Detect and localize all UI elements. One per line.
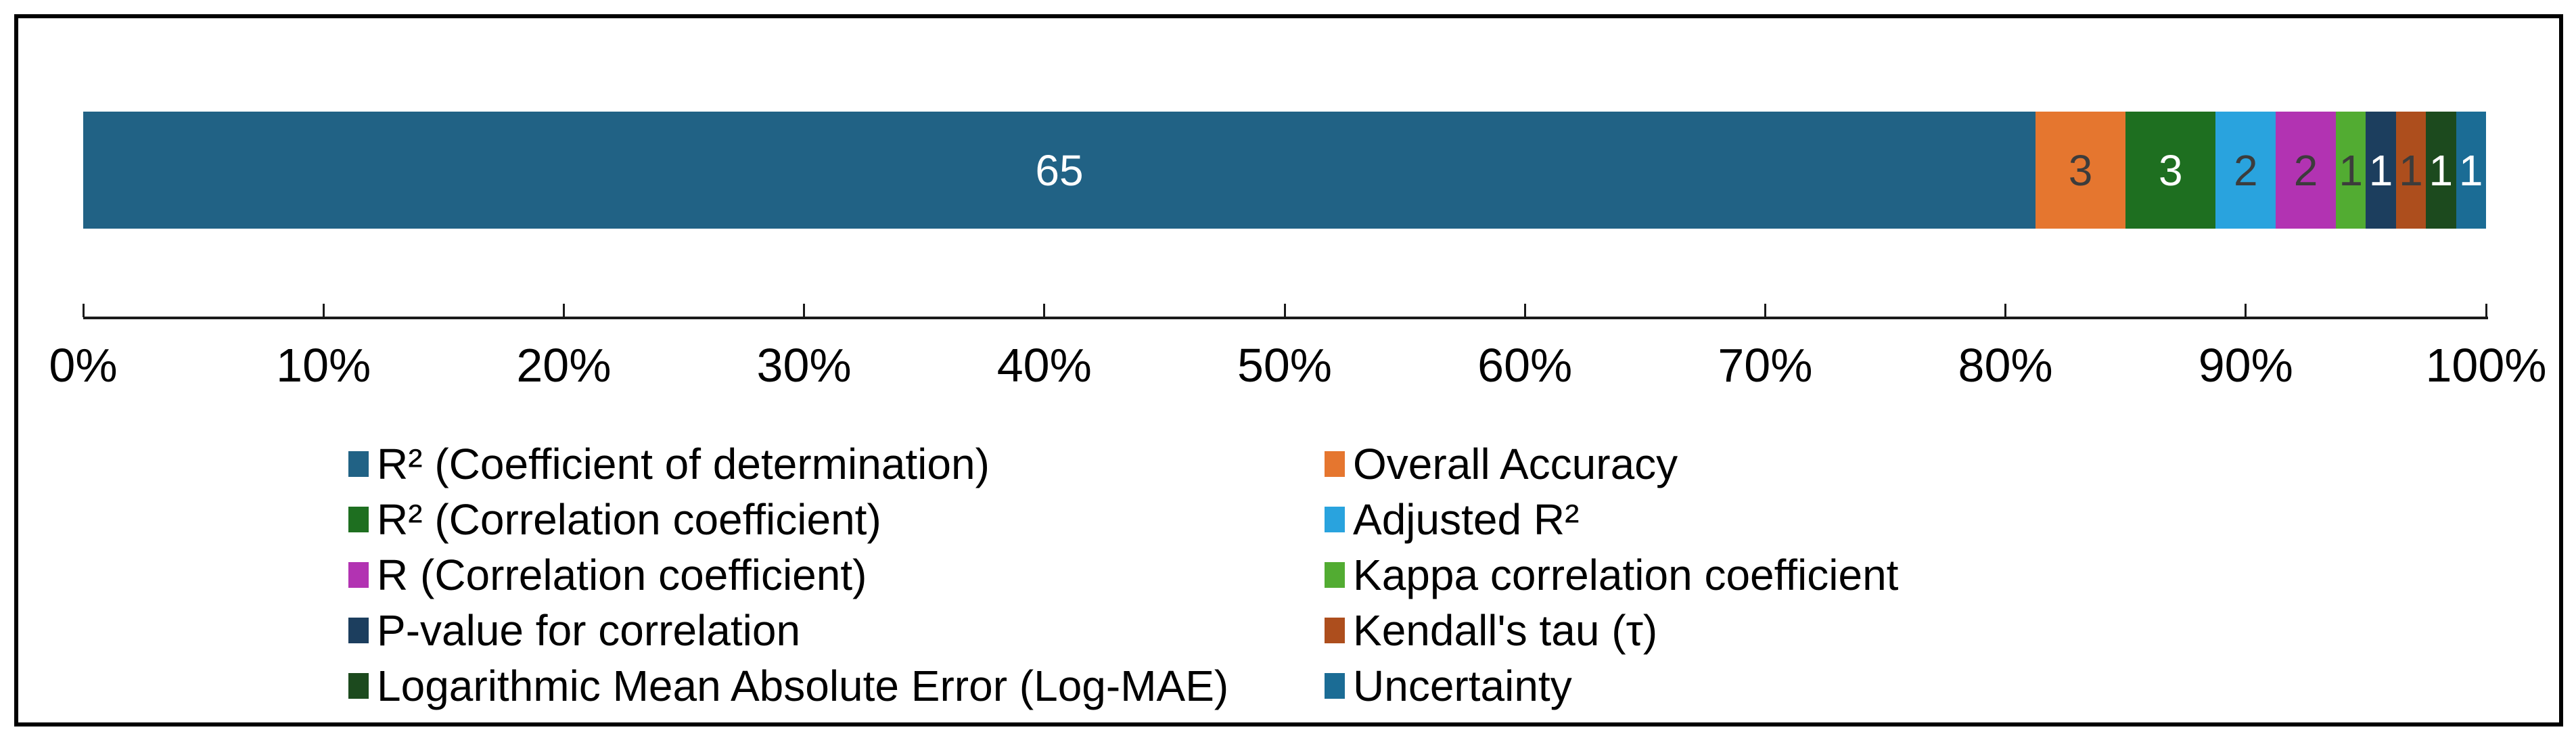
legend-swatch-uncertainty bbox=[1325, 673, 1345, 699]
legend-label-uncertainty: Uncertainty bbox=[1353, 661, 1572, 710]
bar-segment-overall-accuracy: 3 bbox=[2036, 112, 2126, 229]
x-axis-tick-label-90: 90% bbox=[2198, 339, 2293, 392]
segment-value-label: 1 bbox=[2429, 145, 2454, 195]
bar-segment-r-correlation-coefficient: 3 bbox=[2125, 112, 2216, 229]
x-axis-tick-60 bbox=[1523, 304, 1526, 317]
segment-value-label: 65 bbox=[1035, 145, 1084, 195]
legend-swatch-r-coefficient-of-determination bbox=[348, 451, 369, 477]
legend-item-kendall-s-tau: Kendall's tau (τ) bbox=[1325, 603, 1657, 658]
legend-label-adjusted-r: Adjusted R² bbox=[1353, 494, 1580, 544]
x-axis-tick-label-40: 40% bbox=[996, 339, 1092, 392]
bar-segment-r-correlation-coefficient: 2 bbox=[2276, 112, 2336, 229]
x-axis-tick-40 bbox=[1043, 304, 1046, 317]
x-axis-tick-90 bbox=[2245, 304, 2247, 317]
legend-swatch-p-value-for-correlation bbox=[348, 618, 369, 643]
legend-item-overall-accuracy: Overall Accuracy bbox=[1325, 436, 1678, 492]
x-axis-tick-label-60: 60% bbox=[1477, 339, 1573, 392]
x-axis-tick-label-100: 100% bbox=[2425, 339, 2547, 392]
legend-swatch-r-correlation-coefficient bbox=[348, 507, 369, 532]
x-axis-tick-20 bbox=[562, 304, 565, 317]
bar-segment-kappa-correlation-coefficient: 1 bbox=[2335, 112, 2366, 229]
x-axis-tick-label-20: 20% bbox=[516, 339, 612, 392]
legend-item-r-correlation-coefficient: R² (Correlation coefficient) bbox=[348, 492, 881, 547]
legend-label-overall-accuracy: Overall Accuracy bbox=[1353, 439, 1678, 488]
x-axis-tick-label-30: 30% bbox=[756, 339, 852, 392]
legend-label-kendall-s-tau: Kendall's tau (τ) bbox=[1353, 605, 1658, 655]
bar-segment-logarithmic-mean-absolute-error-log-mae: 1 bbox=[2426, 112, 2456, 229]
segment-value-label: 1 bbox=[2458, 145, 2483, 195]
legend-swatch-r-correlation-coefficient bbox=[348, 562, 369, 588]
legend-item-adjusted-r: Adjusted R² bbox=[1325, 492, 1579, 547]
x-axis-tick-label-50: 50% bbox=[1237, 339, 1333, 392]
legend-label-p-value-for-correlation: P-value for correlation bbox=[377, 605, 801, 655]
legend-swatch-kappa-correlation-coefficient bbox=[1325, 562, 1345, 588]
legend-item-logarithmic-mean-absolute-error-log-mae: Logarithmic Mean Absolute Error (Log-MAE… bbox=[348, 658, 1228, 714]
legend-swatch-logarithmic-mean-absolute-error-log-mae bbox=[348, 673, 369, 699]
segment-value-label: 1 bbox=[2339, 145, 2363, 195]
x-axis-tick-50 bbox=[1283, 304, 1286, 317]
segment-value-label: 3 bbox=[2158, 145, 2183, 195]
x-axis-tick-100 bbox=[2485, 304, 2487, 317]
segment-value-label: 1 bbox=[2368, 145, 2393, 195]
legend-item-uncertainty: Uncertainty bbox=[1325, 658, 1572, 714]
x-axis-line bbox=[83, 317, 2488, 319]
bar-segment-kendall-s-tau: 1 bbox=[2395, 112, 2426, 229]
stacked-bar: 65 3 3 2 2 1 1 1 1 1 bbox=[83, 112, 2486, 229]
legend-label-r-coefficient-of-determination: R² (Coefficient of determination) bbox=[377, 439, 990, 488]
x-axis-tick-70 bbox=[1764, 304, 1766, 317]
bar-segment-r-coefficient-of-determination: 65 bbox=[83, 112, 2036, 229]
legend-item-p-value-for-correlation: P-value for correlation bbox=[348, 603, 800, 658]
legend-label-kappa-correlation-coefficient: Kappa correlation coefficient bbox=[1353, 550, 1899, 599]
legend-swatch-kendall-s-tau bbox=[1325, 618, 1345, 643]
legend-swatch-adjusted-r bbox=[1325, 507, 1345, 532]
legend-item-r-coefficient-of-determination: R² (Coefficient of determination) bbox=[348, 436, 990, 492]
x-axis-tick-label-70: 70% bbox=[1718, 339, 1813, 392]
x-axis-tick-80 bbox=[2004, 304, 2007, 317]
legend-label-logarithmic-mean-absolute-error-log-mae: Logarithmic Mean Absolute Error (Log-MAE… bbox=[377, 661, 1229, 710]
x-axis-tick-0 bbox=[82, 304, 85, 317]
segment-value-label: 2 bbox=[2233, 145, 2258, 195]
legend-item-kappa-correlation-coefficient: Kappa correlation coefficient bbox=[1325, 547, 1898, 603]
segment-value-label: 1 bbox=[2399, 145, 2423, 195]
bar-segment-p-value-for-correlation: 1 bbox=[2366, 112, 2396, 229]
x-axis-tick-10 bbox=[322, 304, 325, 317]
x-axis-tick-30 bbox=[803, 304, 806, 317]
legend-label-r-correlation-coefficient: R (Correlation coefficient) bbox=[377, 550, 867, 599]
x-axis-tick-label-10: 10% bbox=[276, 339, 371, 392]
legend-label-r-correlation-coefficient: R² (Correlation coefficient) bbox=[377, 494, 881, 544]
segment-value-label: 2 bbox=[2293, 145, 2318, 195]
legend-swatch-overall-accuracy bbox=[1325, 451, 1345, 477]
legend-item-r-correlation-coefficient: R (Correlation coefficient) bbox=[348, 547, 867, 603]
segment-value-label: 3 bbox=[2068, 145, 2093, 195]
bar-segment-adjusted-r: 2 bbox=[2215, 112, 2276, 229]
bar-segment-uncertainty: 1 bbox=[2456, 112, 2486, 229]
x-axis-tick-label-0: 0% bbox=[49, 339, 118, 392]
x-axis-tick-label-80: 80% bbox=[1958, 339, 2053, 392]
